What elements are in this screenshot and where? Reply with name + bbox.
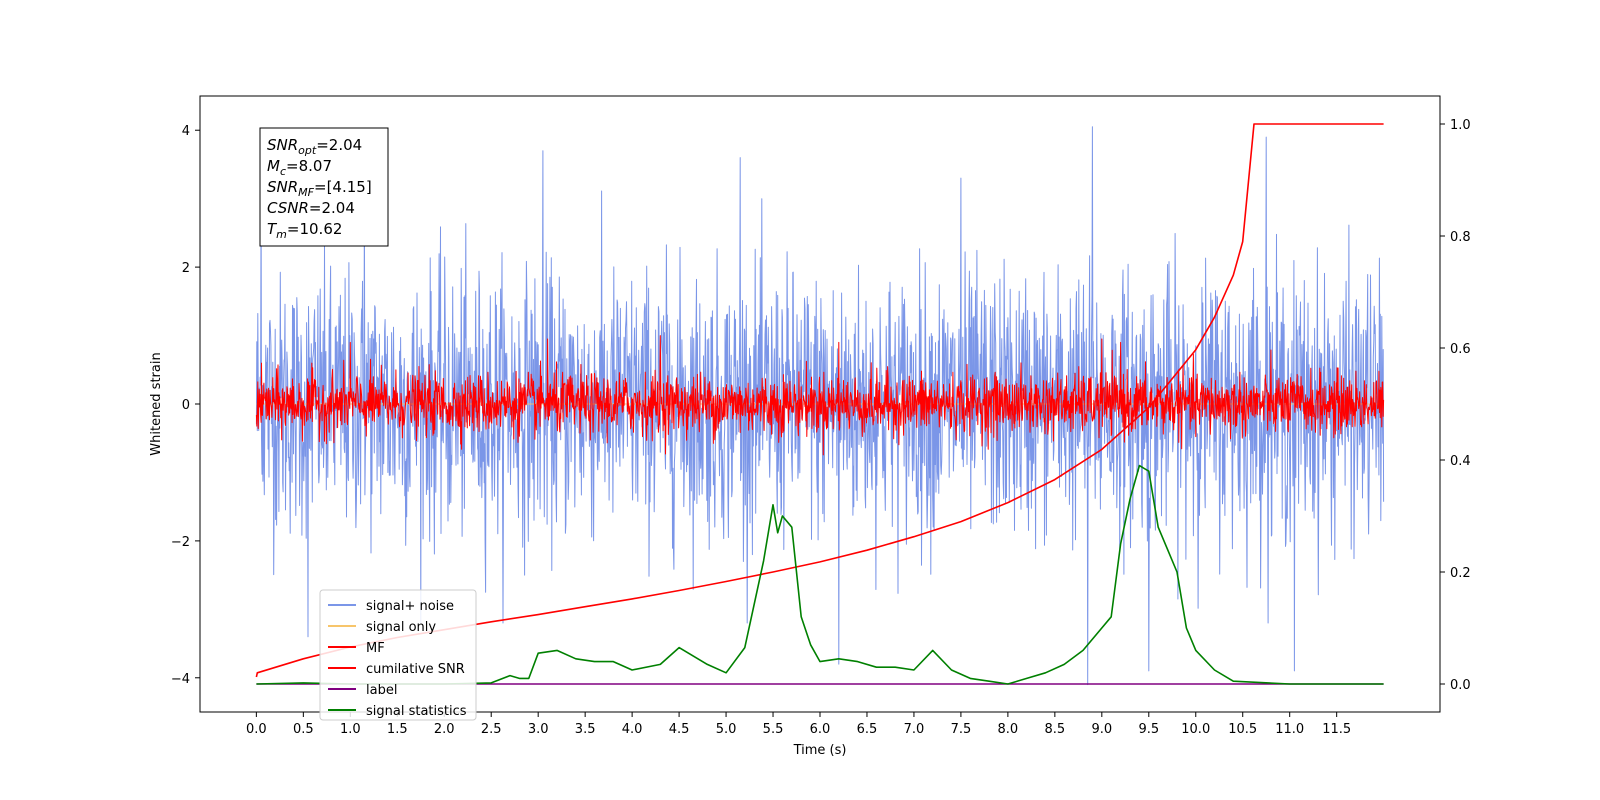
y-tick-label: 4 (182, 124, 190, 139)
x-tick-label: 4.5 (669, 722, 690, 737)
y-axis-label: Whitened strain (149, 352, 164, 455)
x-tick-label: 9.0 (1091, 722, 1112, 737)
x-tick-label: 10.0 (1181, 722, 1210, 737)
y2-tick-label: 0.6 (1450, 342, 1471, 357)
info-line: Mc=8.07 (267, 157, 332, 178)
y-tick-label: 0 (182, 398, 190, 413)
x-tick-label: 3.0 (528, 722, 549, 737)
x-tick-label: 5.5 (763, 722, 784, 737)
x-tick-label: 8.0 (998, 722, 1019, 737)
x-tick-label: 1.5 (387, 722, 408, 737)
x-tick-label: 10.5 (1228, 722, 1257, 737)
legend-label-signal-only: signal only (366, 620, 436, 635)
info-line: SNRopt=2.04 (267, 136, 362, 157)
y2-tick-label: 0.8 (1450, 230, 1471, 245)
x-tick-label: 2.0 (434, 722, 455, 737)
info-line: CSNR=2.04 (267, 199, 355, 217)
y2-tick-label: 0.4 (1450, 454, 1471, 469)
x-tick-label: 1.0 (340, 722, 361, 737)
series-signal-statistics (256, 464, 1384, 685)
x-tick-label: 11.5 (1322, 722, 1351, 737)
legend-label-signal-noise: signal+ noise (366, 599, 454, 614)
x-tick-label: 7.0 (904, 722, 925, 737)
y2-tick-label: 1.0 (1450, 118, 1471, 133)
info-box-frame (259, 127, 389, 247)
legend: signal+ noise signal only MF cumilative SNR… (319, 589, 477, 721)
info-line: SNRMF=[4.15] (267, 178, 372, 199)
y-tick-label: 2 (182, 261, 190, 276)
x-tick-label: 4.0 (622, 722, 643, 737)
y-tick-label: −2 (171, 535, 190, 550)
series-mf (255, 335, 1385, 456)
x-tick-label: 0.0 (246, 722, 267, 737)
x-tick-label: 8.5 (1045, 722, 1066, 737)
x-tick-label: 6.0 (810, 722, 831, 737)
x-tick-label: 0.5 (293, 722, 314, 737)
x-axis-label: Time (s) (793, 743, 847, 758)
legend-label-cumilative-snr: cumilative SNR (366, 662, 465, 677)
ticks: 0.0 0.5 1.0 1.5 2.0 2.5 3.0 3.5 4.0 4.5 5.0 5.5 6.0 6… (171, 118, 1471, 737)
y2-tick-label: 0.0 (1450, 678, 1471, 693)
legend-label-label: label (366, 683, 397, 698)
x-tick-label: 5.0 (716, 722, 737, 737)
x-tick-label: 6.5 (857, 722, 878, 737)
x-tick-label: 11.0 (1275, 722, 1304, 737)
x-tick-label: 9.5 (1138, 722, 1159, 737)
y-tick-label: −4 (171, 672, 190, 687)
y2-tick-label: 0.2 (1450, 566, 1471, 581)
x-tick-label: 2.5 (481, 722, 502, 737)
legend-label-mf: MF (366, 641, 385, 656)
legend-frame (319, 589, 477, 721)
x-tick-label: 7.5 (951, 722, 972, 737)
legend-label-signal-statistics: signal statistics (366, 704, 467, 719)
info-line: Tm=10.62 (267, 220, 342, 241)
x-tick-label: 3.5 (575, 722, 596, 737)
